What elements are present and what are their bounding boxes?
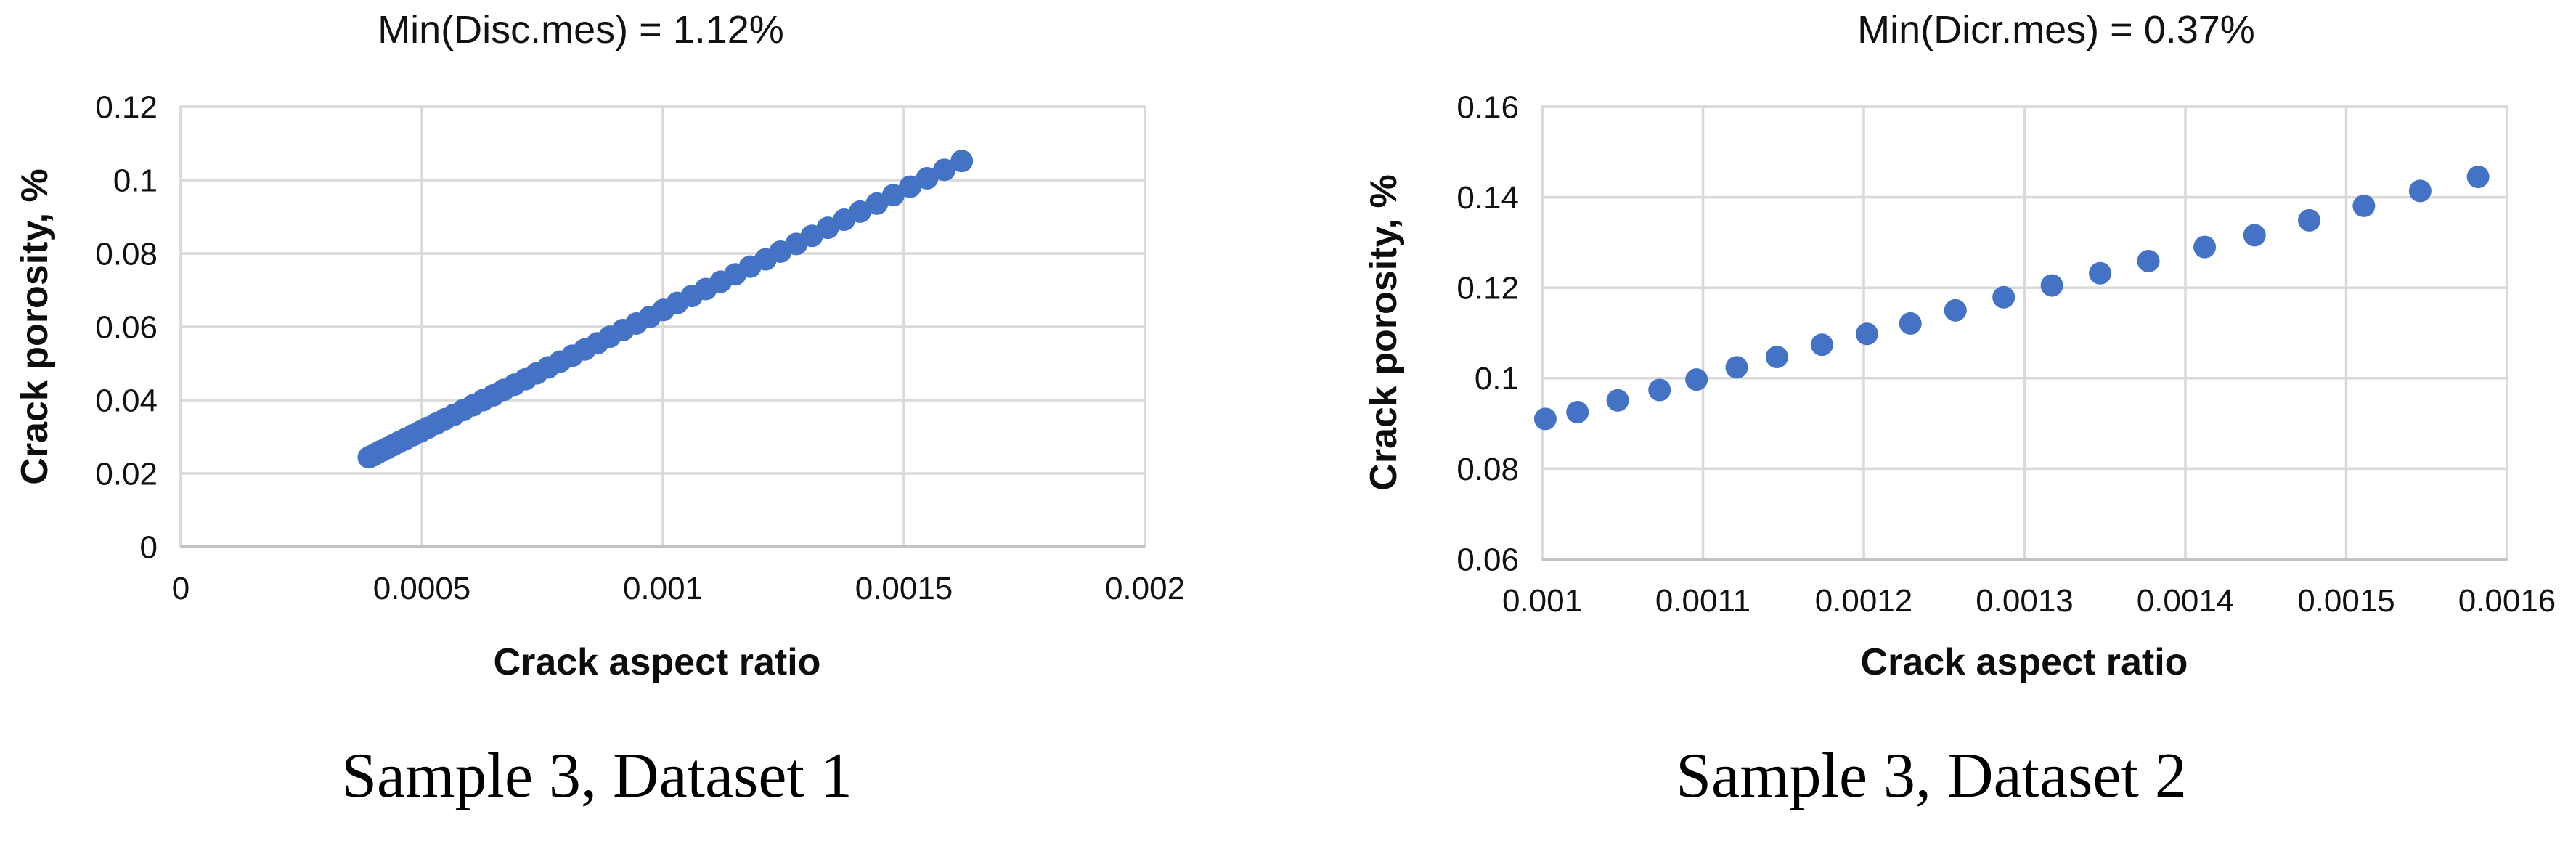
data-point [881,184,905,207]
x-tick-label: 0.001 [1502,583,1582,619]
data-point [2408,179,2432,203]
y-tick-label: 0.16 [1456,89,1519,125]
data-point [1648,378,1671,402]
data-point [2298,208,2321,232]
y-tick-label: 0.06 [95,309,158,345]
y-axis-label-dataset-1: Crack porosity, % [14,168,56,485]
x-tick-label: 0.0012 [1815,583,1913,619]
data-point [1855,322,1878,346]
y-tick-label: 0.08 [1456,452,1519,487]
data-point [1725,356,1748,379]
y-tick-label: 0 [140,529,158,565]
x-tick-label: 0.0011 [1655,583,1750,619]
x-tick-label: 0.002 [1105,571,1185,606]
y-tick-label: 0.08 [95,236,158,272]
y-tick-label: 0.02 [95,456,158,492]
x-tick-label: 0.001 [623,571,703,606]
data-point [916,166,939,190]
x-axis-label-dataset-1: Crack aspect ratio [493,641,821,683]
data-point [2137,249,2160,272]
x-axis-label-dataset-2: Crack aspect ratio [1860,641,2188,683]
y-tick-label: 0.12 [95,89,158,125]
data-point [1566,401,1589,424]
data-point [2089,261,2112,285]
figure-caption-dataset-2: Sample 3, Dataset 2 [1676,741,2187,811]
chart-title-dataset-1: Min(Disc.mes) = 1.12% [378,8,784,52]
data-point [2352,194,2376,217]
data-point [1533,407,1557,431]
x-tick-label: 0.0005 [373,571,471,606]
y-tick-label: 0.14 [1456,180,1519,216]
data-point [1992,285,2015,309]
x-tick-label: 0.0016 [2458,583,2556,619]
y-axis-label-dataset-2: Crack porosity, % [1363,174,1405,491]
y-tick-label: 0.12 [1456,271,1519,306]
y-tick-label: 0.1 [1475,361,1519,397]
data-point [933,158,956,182]
data-point [2243,224,2266,247]
y-tick-label: 0.06 [1456,542,1519,577]
data-point [1685,368,1708,391]
figure-caption-dataset-1: Sample 3, Dataset 1 [341,741,852,811]
y-tick-label: 0.1 [113,163,158,198]
data-point [1899,312,1922,335]
y-tick-label: 0.04 [95,383,158,418]
data-point [2193,235,2217,259]
data-point [849,200,872,223]
x-tick-label: 0.0015 [855,571,953,606]
data-point [2466,166,2490,189]
x-tick-label: 0.0014 [2137,583,2235,619]
data-point [899,175,922,198]
x-tick-label: 0.0015 [2297,583,2395,619]
data-point [1765,346,1788,369]
data-point [950,150,974,173]
scatter-plot-dataset-1: 0 0.0005 0.001 0.0015 0.002 0 0.02 0.04 0.06 0.08… [95,89,1185,606]
x-tick-label: 0.0013 [1976,583,2074,619]
data-point [1944,298,1967,322]
data-point [2040,274,2063,297]
chart-title-dataset-2: Min(Dicr.mes) = 0.37% [1857,8,2255,52]
scatter-plot-dataset-2: 0.001 0.0011 0.0012 0.0013 0.0014 0.0015 0.001… [1456,89,2556,619]
data-point [1606,389,1629,412]
data-point [1810,333,1833,357]
x-tick-label: 0 [172,571,189,606]
